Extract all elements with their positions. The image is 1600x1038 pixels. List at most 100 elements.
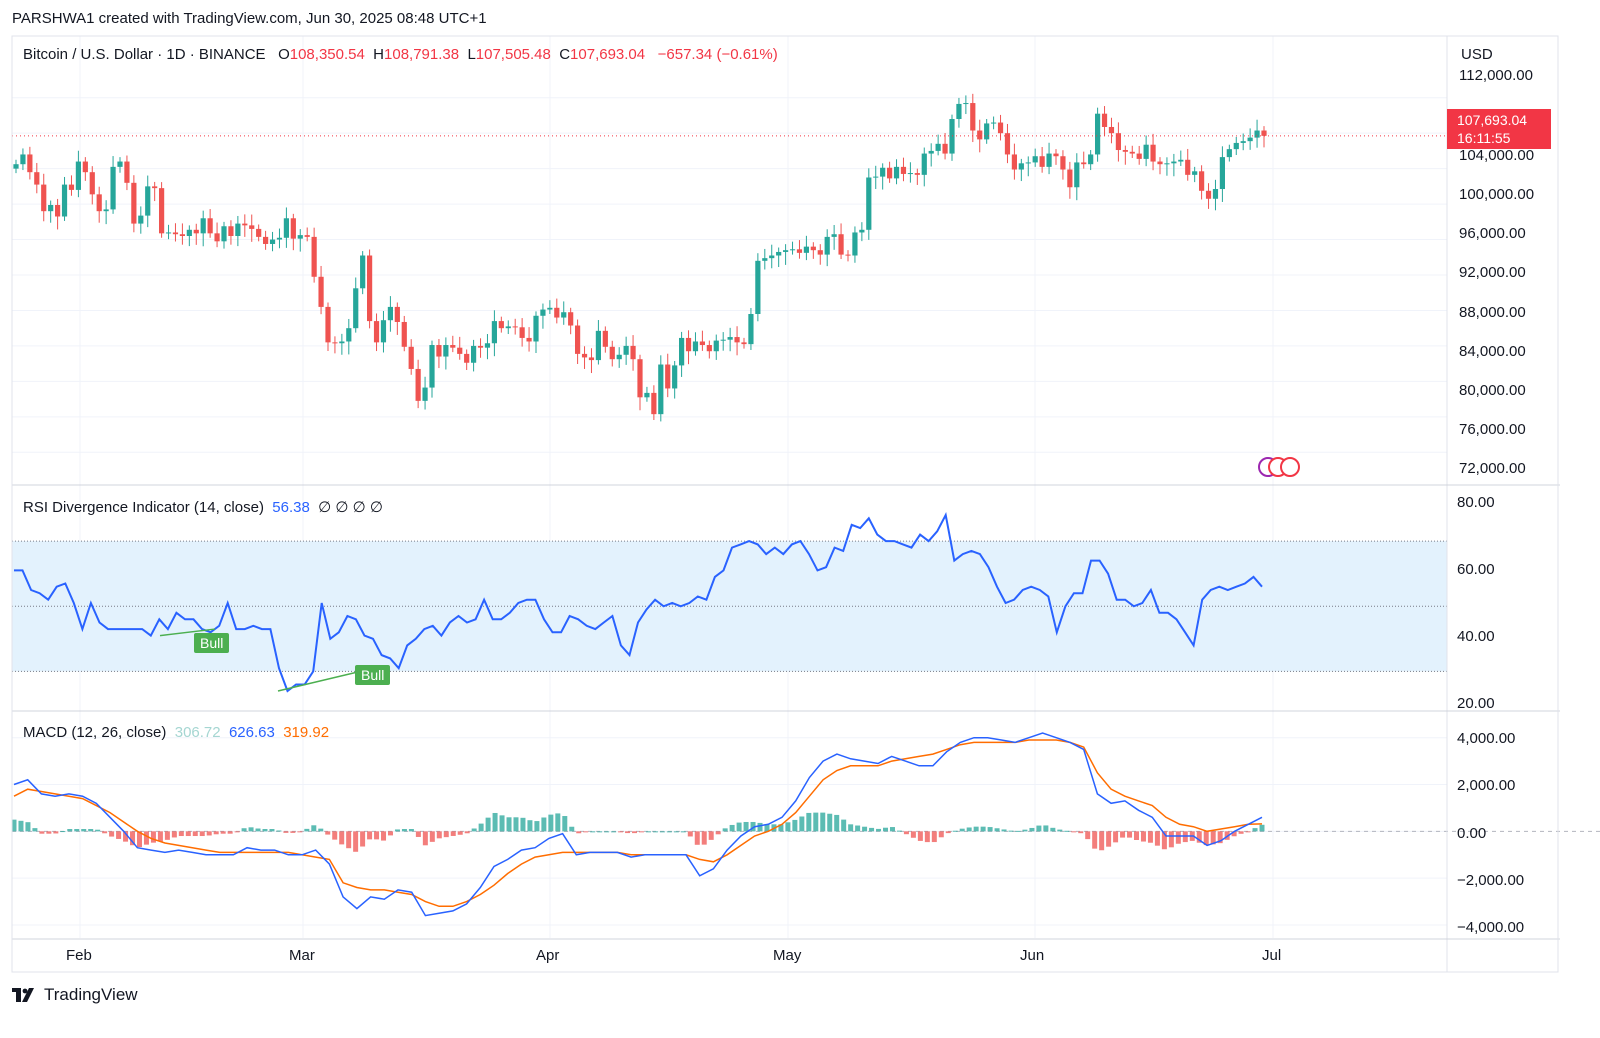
macd-histogram-bar	[1252, 828, 1258, 832]
rsi-title: RSI Divergence Indicator (14, close)	[23, 499, 264, 516]
macd-histogram-bar	[18, 820, 24, 832]
macd-histogram-bar	[422, 831, 428, 846]
macd-histogram-bar	[778, 824, 784, 832]
macd-histogram-bar	[757, 822, 763, 832]
price-tick: 84,000.00	[1459, 343, 1526, 360]
candle-body	[172, 232, 179, 235]
macd-histogram-bar	[792, 819, 798, 832]
candle-body	[89, 172, 95, 195]
candle-body	[956, 103, 962, 119]
macd-histogram-bar	[1078, 831, 1084, 834]
close-label: C	[559, 46, 571, 63]
flag-icon	[1280, 457, 1300, 477]
candle-body	[1074, 162, 1080, 188]
tradingview-logo-icon	[12, 988, 34, 1002]
macd-histogram-bar	[1161, 831, 1167, 850]
macd-histogram-bar	[88, 829, 94, 832]
footer-brand[interactable]: TradingView	[12, 985, 138, 1005]
macd-histogram-bar	[806, 812, 812, 832]
macd-histogram-bar	[457, 831, 463, 835]
candle-body	[505, 326, 511, 329]
candle-body	[1150, 144, 1156, 162]
candle-body	[588, 357, 595, 361]
macd-histogram-bar	[1245, 831, 1251, 833]
price-tick: 96,000.00	[1459, 225, 1526, 242]
macd-histogram-bar	[381, 831, 387, 841]
macd-histogram-bar	[827, 813, 833, 832]
macd-histogram-bar	[164, 831, 170, 840]
rsi-legend: RSI Divergence Indicator (14, close) 56.…	[23, 498, 383, 516]
macd-histogram-bar	[318, 828, 324, 832]
candle-body	[415, 368, 421, 401]
candle-body	[117, 161, 123, 167]
macd-signal-line	[13, 739, 1263, 908]
candle-body	[498, 321, 504, 329]
candle-body	[235, 223, 241, 236]
price-tick: 76,000.00	[1459, 421, 1526, 438]
macd-histogram-bar	[53, 831, 59, 834]
macd-histogram-bar	[367, 831, 373, 840]
macd-histogram-bar	[262, 829, 268, 832]
candle-body	[1108, 126, 1115, 134]
macd-histogram-bar	[862, 826, 868, 832]
macd-histogram-bar	[855, 825, 861, 832]
macd-histogram-bar	[1168, 831, 1174, 848]
macd-histogram-bar	[485, 817, 491, 832]
candle-body	[1136, 153, 1142, 159]
candle-body	[866, 177, 872, 230]
price-tick: 80,000.00	[1459, 382, 1526, 399]
candle-body	[304, 235, 310, 237]
macd-histogram-bar	[339, 831, 345, 845]
macd-histogram-bar	[645, 831, 651, 833]
candle-body	[1129, 151, 1135, 154]
candle-body	[769, 255, 775, 259]
macd-histogram-bar	[638, 831, 644, 833]
candle-body	[734, 337, 740, 343]
candle-body	[581, 353, 588, 358]
high-value: 108,791.38	[384, 46, 460, 63]
rsi-extras: ∅ ∅ ∅ ∅	[318, 499, 383, 516]
candle-body	[1011, 154, 1017, 170]
macd-histogram-bar	[1043, 825, 1049, 832]
candle-body	[165, 232, 172, 234]
candle-body	[727, 337, 733, 340]
candle-body	[207, 218, 213, 234]
candle-body	[1143, 144, 1149, 159]
macd-histogram-bar	[625, 831, 631, 834]
macd-histogram-bar	[220, 831, 226, 834]
candle-body	[1199, 171, 1205, 191]
open-label: O	[278, 46, 290, 63]
rsi-tick: 60.00	[1457, 561, 1495, 578]
candle-body	[616, 354, 622, 360]
macd-histogram-bar	[820, 812, 826, 832]
macd-histogram-bar	[959, 828, 965, 832]
candle-body	[1219, 157, 1225, 190]
price-tick: 100,000.00	[1459, 186, 1535, 203]
macd-histogram-bar	[931, 831, 937, 843]
macd-histogram-bar	[722, 828, 728, 832]
candle-body	[131, 182, 137, 224]
macd-histogram-bar	[966, 827, 972, 832]
macd-histogram-bar	[1071, 831, 1077, 833]
candle-body	[1247, 137, 1253, 142]
macd-tick: −2,000.00	[1457, 872, 1525, 889]
candle-body	[429, 345, 435, 388]
macd-histogram-bar	[171, 831, 177, 838]
price-tick: 92,000.00	[1459, 264, 1526, 281]
price-tick: 88,000.00	[1459, 304, 1526, 321]
time-tick: Feb	[66, 947, 92, 964]
bull-divergence-label: Bull	[194, 633, 230, 653]
macd-histogram-bar	[213, 831, 219, 835]
candle-body	[422, 387, 428, 401]
candle-body	[96, 194, 102, 212]
candle-body	[942, 143, 948, 154]
macd-histogram-bar	[283, 831, 289, 833]
macd-histogram-bar	[241, 828, 247, 832]
main-legend: Bitcoin / U.S. Dollar · 1D · BINANCE O10…	[23, 46, 778, 63]
currency-selector[interactable]: USD	[1461, 46, 1493, 63]
candle-body	[360, 255, 366, 289]
candle-body	[373, 321, 380, 343]
macd-histogram-bar	[81, 829, 87, 832]
candle-body	[1178, 159, 1184, 162]
